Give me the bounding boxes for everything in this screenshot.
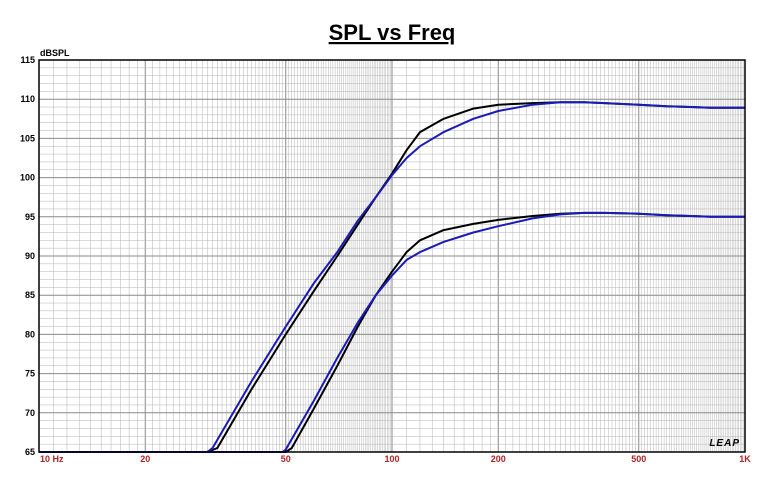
y-tick-label: 115 [20, 55, 35, 65]
y-tick-label: 85 [25, 290, 35, 300]
blue-spl-curve [39, 211, 745, 453]
y-tick-labels: 65 70 75 80 85 90 95 100 105 110 115 [20, 55, 35, 457]
y-axis-unit-label: dBSPL [40, 48, 70, 58]
x-tick-label: 50 [281, 454, 291, 464]
x-tick-labels: 10 Hz 20 50 100 200 500 1K [40, 454, 751, 464]
chart-title: SPL vs Freq [329, 20, 456, 45]
y-tick-label: 65 [25, 447, 35, 457]
y-tick-label: 110 [20, 94, 35, 104]
grid-layer [38, 59, 746, 453]
x-tick-label: 200 [491, 454, 506, 464]
y-tick-label: 70 [25, 408, 35, 418]
y-tick-label: 80 [25, 329, 35, 339]
y-tick-label: 105 [20, 133, 35, 143]
y-tick-label: 90 [25, 251, 35, 261]
x-tick-label: 10 Hz [40, 454, 64, 464]
y-tick-label: 95 [25, 212, 35, 222]
plot-frame [38, 59, 746, 453]
x-tick-label: 500 [631, 454, 646, 464]
x-tick-label: 100 [384, 454, 399, 464]
leap-logo: LEAP [709, 438, 740, 449]
series-layer [39, 101, 745, 453]
x-tick-label: 20 [140, 454, 150, 464]
x-tick-label: 1K [739, 454, 751, 464]
y-tick-label: 100 [20, 173, 35, 183]
blue-spl-curve [39, 101, 745, 453]
y-tick-label: 75 [25, 369, 35, 379]
